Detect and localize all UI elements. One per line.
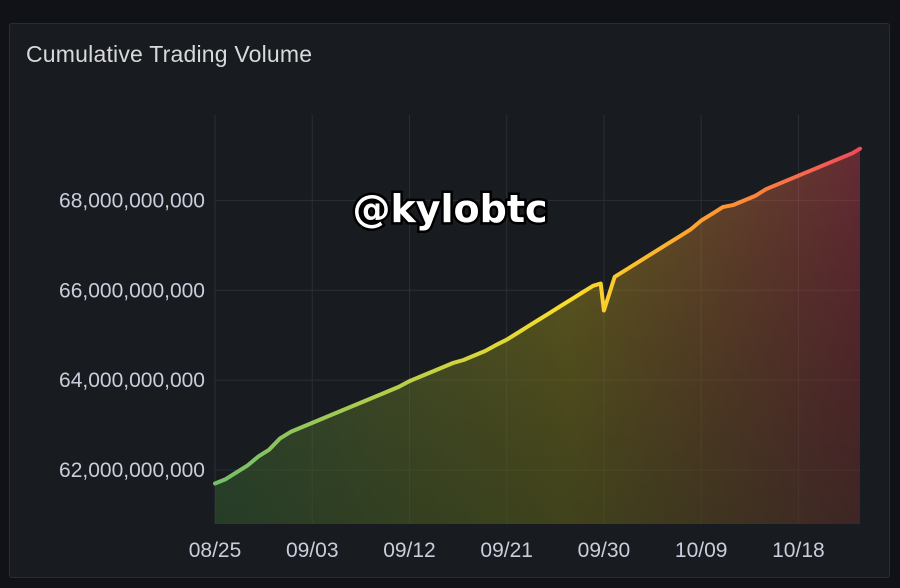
x-tick-label: 09/21 bbox=[480, 539, 533, 562]
y-tick-label: 66,000,000,000 bbox=[59, 279, 205, 302]
y-tick-label: 68,000,000,000 bbox=[59, 189, 205, 212]
y-tick-label: 64,000,000,000 bbox=[59, 369, 205, 392]
x-tick-label: 10/18 bbox=[772, 539, 825, 562]
y-tick-label: 62,000,000,000 bbox=[59, 459, 205, 482]
x-axis: 08/25 09/03 09/12 09/21 09/30 10/09 10/18 bbox=[189, 539, 825, 562]
panel-title: Cumulative Trading Volume bbox=[26, 41, 313, 67]
y-axis: 62,000,000,000 64,000,000,000 66,000,000,0… bbox=[59, 189, 205, 482]
x-tick-label: 10/09 bbox=[675, 539, 728, 562]
x-tick-label: 09/03 bbox=[286, 539, 339, 562]
watermark: @kylobtc bbox=[352, 187, 547, 231]
area-fill-shade bbox=[215, 148, 860, 524]
x-tick-label: 09/12 bbox=[383, 539, 436, 562]
x-tick-label: 09/30 bbox=[578, 539, 631, 562]
x-tick-label: 08/25 bbox=[189, 539, 242, 562]
series-line bbox=[213, 146, 862, 486]
